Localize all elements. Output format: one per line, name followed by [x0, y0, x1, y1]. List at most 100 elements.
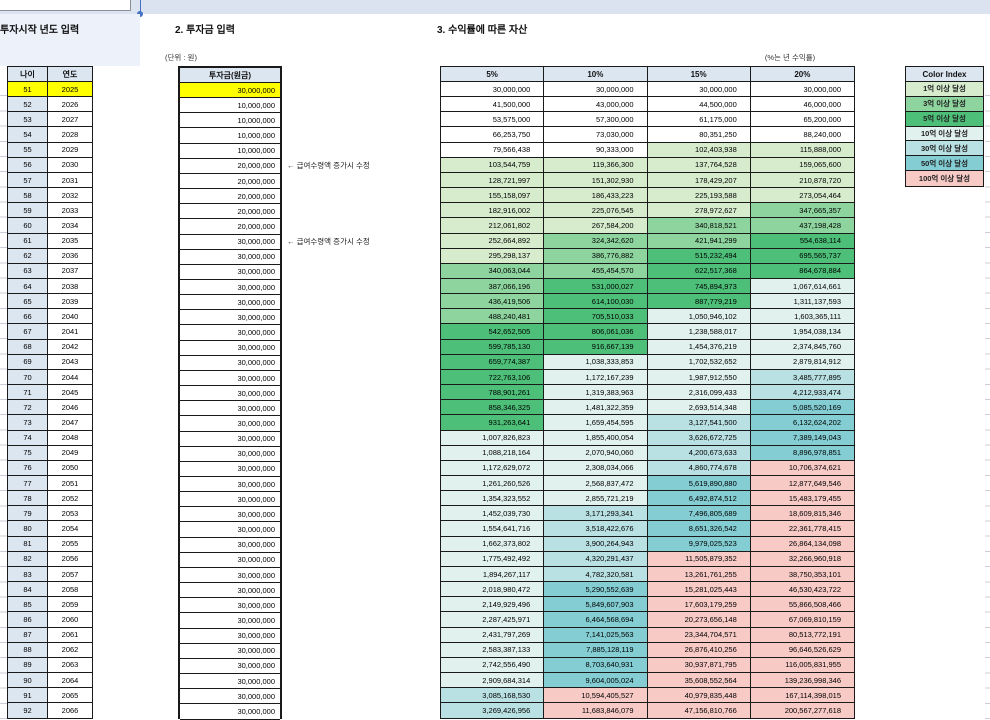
- invest-cell[interactable]: 30,000,000: [180, 401, 280, 417]
- invest-cell[interactable]: 30,000,000: [180, 446, 280, 462]
- year-cell[interactable]: 2030: [48, 157, 92, 173]
- invest-cell[interactable]: 30,000,000: [180, 567, 280, 584]
- asset-cell-5%[interactable]: 1,894,267,117: [441, 566, 545, 583]
- invest-cell[interactable]: 30,000,000: [180, 416, 280, 432]
- asset-cell-10%[interactable]: 4,782,320,581: [544, 566, 648, 583]
- age-cell[interactable]: 53: [8, 112, 48, 128]
- asset-cell-20%[interactable]: 1,954,038,134: [750, 324, 854, 340]
- asset-cell-15%[interactable]: 5,619,890,880: [647, 476, 751, 492]
- asset-cell-15%[interactable]: 225,193,588: [647, 188, 751, 204]
- invest-cell[interactable]: 30,000,000: [180, 386, 280, 402]
- age-cell[interactable]: 80: [8, 521, 48, 537]
- asset-cell-20%[interactable]: 139,236,998,346: [750, 673, 854, 689]
- asset-cell-10%[interactable]: 916,667,139: [544, 339, 648, 355]
- asset-cell-5%[interactable]: 2,583,387,133: [441, 642, 545, 658]
- age-cell[interactable]: 91: [8, 688, 48, 704]
- asset-cell-5%[interactable]: 2,909,684,314: [441, 673, 545, 689]
- asset-cell-10%[interactable]: 7,885,128,119: [544, 642, 648, 658]
- asset-cell-20%[interactable]: 46,000,000: [750, 97, 854, 113]
- invest-cell[interactable]: 30,000,000: [180, 552, 280, 568]
- rate-20-header-cell[interactable]: 20%: [750, 67, 854, 82]
- year-cell[interactable]: 2057: [48, 566, 92, 583]
- asset-cell-10%[interactable]: 1,855,400,054: [544, 430, 648, 446]
- asset-cell-15%[interactable]: 745,894,973: [647, 279, 751, 295]
- asset-cell-20%[interactable]: 15,483,179,455: [750, 491, 854, 507]
- asset-cell-5%[interactable]: 103,544,759: [441, 157, 545, 173]
- asset-cell-20%[interactable]: 7,389,149,043: [750, 430, 854, 446]
- asset-cell-20%[interactable]: 1,067,614,661: [750, 279, 854, 295]
- asset-cell-15%[interactable]: 421,941,299: [647, 233, 751, 249]
- asset-cell-15%[interactable]: 887,779,219: [647, 294, 751, 310]
- age-cell[interactable]: 83: [8, 566, 48, 583]
- asset-cell-5%[interactable]: 1,662,373,802: [441, 536, 545, 552]
- year-cell[interactable]: 2054: [48, 521, 92, 537]
- asset-cell-15%[interactable]: 278,972,627: [647, 203, 751, 219]
- asset-cell-10%[interactable]: 6,464,568,694: [544, 612, 648, 628]
- invest-cell[interactable]: 30,000,000: [180, 83, 280, 99]
- asset-cell-10%[interactable]: 90,333,000: [544, 142, 648, 158]
- asset-cell-15%[interactable]: 178,429,207: [647, 172, 751, 189]
- invest-cell[interactable]: 30,000,000: [180, 507, 280, 523]
- asset-cell-15%[interactable]: 6,492,874,512: [647, 491, 751, 507]
- asset-cell-20%[interactable]: 88,240,000: [750, 127, 854, 143]
- asset-cell-5%[interactable]: 788,901,261: [441, 385, 545, 401]
- age-cell[interactable]: 55: [8, 142, 48, 158]
- asset-cell-5%[interactable]: 2,431,797,269: [441, 627, 545, 643]
- invest-cell[interactable]: 30,000,000: [180, 492, 280, 508]
- invest-cell[interactable]: 10,000,000: [180, 143, 280, 159]
- asset-cell-5%[interactable]: 1,172,629,072: [441, 460, 545, 477]
- asset-cell-20%[interactable]: 4,212,933,474: [750, 385, 854, 401]
- rate-10-header-cell[interactable]: 10%: [544, 67, 648, 82]
- asset-cell-20%[interactable]: 3,485,777,895: [750, 369, 854, 386]
- asset-cell-10%[interactable]: 1,172,167,239: [544, 369, 648, 386]
- asset-cell-20%[interactable]: 273,054,464: [750, 188, 854, 204]
- year-cell[interactable]: 2044: [48, 369, 92, 386]
- asset-cell-20%[interactable]: 96,646,526,629: [750, 642, 854, 658]
- asset-cell-20%[interactable]: 32,266,960,918: [750, 551, 854, 567]
- asset-cell-10%[interactable]: 5,849,607,903: [544, 597, 648, 613]
- asset-cell-5%[interactable]: 2,742,556,490: [441, 657, 545, 674]
- asset-cell-20%[interactable]: 695,565,737: [750, 248, 854, 264]
- asset-cell-10%[interactable]: 2,308,034,066: [544, 460, 648, 477]
- asset-cell-15%[interactable]: 137,764,528: [647, 157, 751, 173]
- invest-cell[interactable]: 30,000,000: [180, 583, 280, 599]
- year-cell[interactable]: 2053: [48, 506, 92, 522]
- asset-cell-15%[interactable]: 2,316,099,433: [647, 385, 751, 401]
- asset-cell-5%[interactable]: 1,554,641,716: [441, 521, 545, 537]
- age-cell[interactable]: 90: [8, 673, 48, 689]
- invest-cell[interactable]: 10,000,000: [180, 98, 280, 114]
- asset-cell-10%[interactable]: 186,433,223: [544, 188, 648, 204]
- investment-header-cell[interactable]: 투자금(원금): [180, 68, 280, 83]
- invest-cell[interactable]: 20,000,000: [180, 158, 280, 174]
- invest-cell[interactable]: 30,000,000: [180, 325, 280, 341]
- asset-cell-10%[interactable]: 225,076,545: [544, 203, 648, 219]
- invest-cell[interactable]: 30,000,000: [180, 658, 280, 675]
- asset-cell-5%[interactable]: 340,063,044: [441, 263, 545, 279]
- asset-cell-5%[interactable]: 858,346,325: [441, 400, 545, 416]
- asset-cell-15%[interactable]: 61,175,000: [647, 112, 751, 128]
- asset-cell-15%[interactable]: 1,987,912,550: [647, 369, 751, 386]
- invest-cell[interactable]: 30,000,000: [180, 674, 280, 690]
- age-cell[interactable]: 81: [8, 536, 48, 552]
- age-cell[interactable]: 68: [8, 339, 48, 355]
- asset-cell-20%[interactable]: 1,311,137,593: [750, 294, 854, 310]
- asset-cell-15%[interactable]: 35,608,552,564: [647, 673, 751, 689]
- asset-cell-20%[interactable]: 864,678,884: [750, 263, 854, 279]
- year-cell[interactable]: 2029: [48, 142, 92, 158]
- asset-cell-10%[interactable]: 455,454,570: [544, 263, 648, 279]
- year-cell[interactable]: 2036: [48, 248, 92, 264]
- asset-cell-5%[interactable]: 387,066,196: [441, 279, 545, 295]
- asset-cell-5%[interactable]: 1,354,323,552: [441, 491, 545, 507]
- asset-cell-15%[interactable]: 40,979,835,448: [647, 688, 751, 704]
- asset-cell-15%[interactable]: 4,860,774,678: [647, 460, 751, 477]
- asset-cell-15%[interactable]: 340,818,521: [647, 218, 751, 234]
- asset-cell-15%[interactable]: 30,937,871,795: [647, 657, 751, 674]
- asset-cell-20%[interactable]: 2,879,814,912: [750, 354, 854, 370]
- invest-cell[interactable]: 30,000,000: [180, 310, 280, 326]
- asset-cell-20%[interactable]: 554,638,114: [750, 233, 854, 249]
- asset-cell-5%[interactable]: 599,785,130: [441, 339, 545, 355]
- asset-cell-5%[interactable]: 1,452,039,730: [441, 506, 545, 522]
- asset-cell-10%[interactable]: 4,320,291,437: [544, 551, 648, 567]
- year-cell[interactable]: 2038: [48, 279, 92, 295]
- asset-cell-20%[interactable]: 159,065,600: [750, 157, 854, 173]
